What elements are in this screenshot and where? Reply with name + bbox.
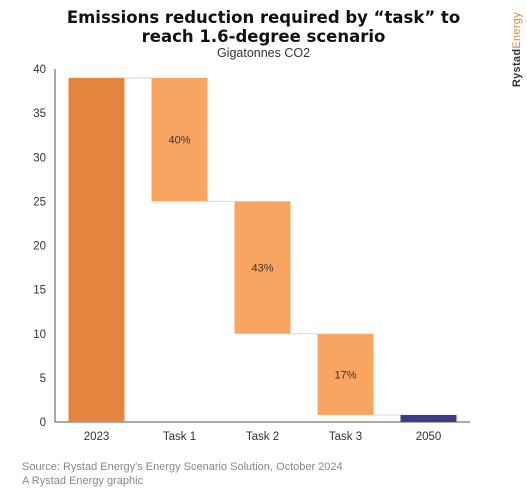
bar-task-1 xyxy=(151,77,208,202)
chart-title-line-2: reach 1.6-degree scenario xyxy=(141,27,386,46)
y-tick-label: 40 xyxy=(33,64,46,76)
x-tick-label: Task 2 xyxy=(246,431,279,443)
chart-title-line-1: Emissions reduction required by “task” t… xyxy=(66,8,461,27)
footer: Source: Rystad Energy's Energy Scenario … xyxy=(22,460,343,488)
bar-task-2 xyxy=(234,201,291,334)
chart-title: Emissions reduction required by “task” t… xyxy=(0,8,527,46)
data-label: 43% xyxy=(251,263,273,275)
data-label: 17% xyxy=(334,369,356,381)
bar-task-3 xyxy=(317,333,374,415)
y-tick-label: 5 xyxy=(40,373,46,385)
x-tick-label: 2023 xyxy=(84,431,110,443)
bar-2023 xyxy=(68,77,125,422)
y-tick-label: 10 xyxy=(33,329,46,341)
y-tick-label: 30 xyxy=(33,152,46,164)
x-tick-label: 2050 xyxy=(416,431,442,443)
x-tick-label: Task 1 xyxy=(163,431,196,443)
data-label: 40% xyxy=(168,135,190,147)
x-tick-label: Task 3 xyxy=(329,431,362,443)
source-note: Source: Rystad Energy's Energy Scenario … xyxy=(22,461,343,473)
y-tick-label: 25 xyxy=(33,196,46,208)
chart-subtitle: Gigatonnes CO2 xyxy=(216,46,311,60)
waterfall-chart: 0 5 10 15 20 25 30 35 40 2023 40% Task 1 43% Task 2 17… xyxy=(33,64,470,443)
y-tick-label: 15 xyxy=(33,285,46,297)
bar-2050 xyxy=(400,414,457,422)
y-tick-label: 0 xyxy=(40,417,46,429)
credit-note: A Rystad Energy graphic xyxy=(22,475,144,487)
y-tick-label: 35 xyxy=(33,108,46,120)
y-tick-label: 20 xyxy=(33,241,46,253)
